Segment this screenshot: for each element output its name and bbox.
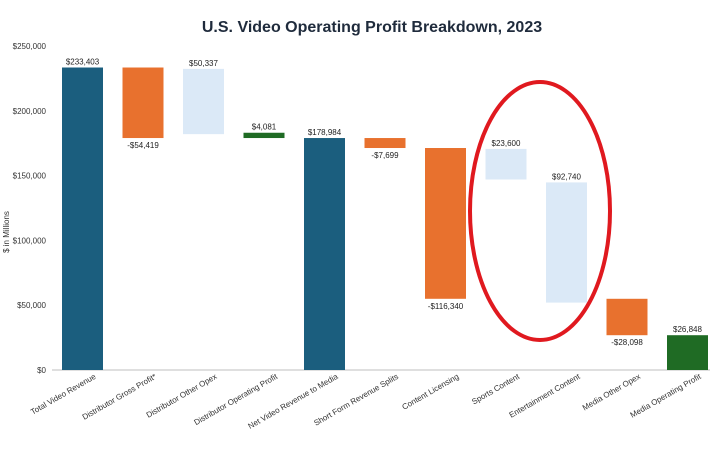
bar-total-video-revenue bbox=[62, 67, 103, 371]
data-label: $4,081 bbox=[252, 123, 277, 132]
data-label: $50,337 bbox=[189, 59, 218, 68]
chart-title: U.S. Video Operating Profit Breakdown, 2… bbox=[202, 19, 542, 36]
y-tick-label: $250,000 bbox=[13, 42, 47, 51]
y-axis-ticks: $0 $50,000 $100,000 $150,000 $200,000 $250,00… bbox=[13, 42, 47, 375]
y-tick-label: $50,000 bbox=[17, 301, 46, 310]
highlight-ellipse bbox=[468, 80, 612, 342]
bar-content-licensing bbox=[425, 148, 466, 299]
data-label: $178,984 bbox=[308, 128, 342, 137]
data-labels-group: $233,403 -$54,419 $50,337 $4,081 $178,984 -$7… bbox=[66, 58, 703, 348]
bar-net-video-revenue-to-media bbox=[304, 138, 345, 370]
data-label: $23,600 bbox=[492, 139, 521, 148]
y-axis-label: $ in Millions bbox=[2, 211, 11, 253]
bars-group bbox=[62, 67, 708, 371]
bar-media-other-opex bbox=[606, 298, 648, 336]
bar-media-operating-profit bbox=[667, 335, 708, 370]
x-tick-label: Sports Content bbox=[470, 372, 521, 407]
x-tick-label: Media Other Opex bbox=[581, 372, 642, 412]
data-label: $26,848 bbox=[673, 325, 702, 334]
data-label: $233,403 bbox=[66, 58, 100, 67]
x-tick-label: Content Licensing bbox=[401, 372, 461, 412]
bar-distributor-gross-profit bbox=[122, 67, 164, 139]
bar-distributor-other-opex bbox=[183, 68, 224, 135]
data-label: -$54,419 bbox=[127, 141, 159, 150]
bar-distributor-operating-profit bbox=[243, 132, 285, 139]
bar-entertainment-content bbox=[546, 182, 587, 303]
data-label: $92,740 bbox=[552, 172, 581, 181]
bar-short-form-revenue-splits bbox=[364, 138, 406, 149]
y-tick-label: $0 bbox=[37, 366, 46, 375]
bar-sports-content bbox=[485, 148, 527, 180]
y-tick-label: $150,000 bbox=[13, 172, 47, 181]
y-tick-label: $100,000 bbox=[13, 236, 47, 245]
data-label: -$7,699 bbox=[371, 151, 399, 160]
data-label: -$116,340 bbox=[428, 302, 464, 311]
data-label: -$28,098 bbox=[611, 338, 643, 347]
y-tick-label: $200,000 bbox=[13, 107, 47, 116]
